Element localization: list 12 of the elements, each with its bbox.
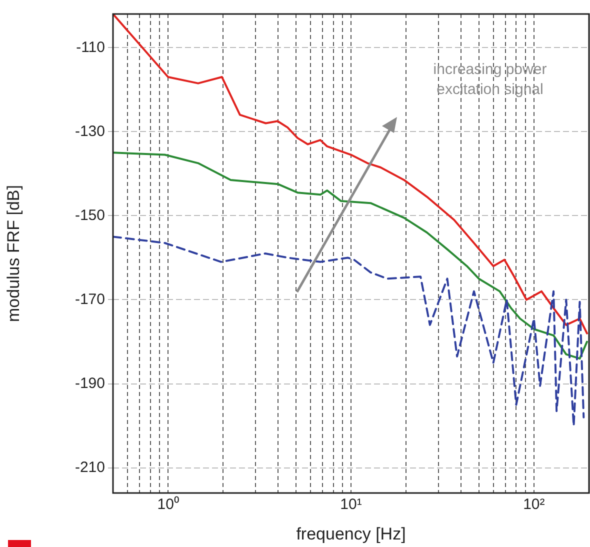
y-tick-label: -110 bbox=[76, 38, 105, 56]
x-tick-label: 10² bbox=[523, 496, 545, 514]
x-axis-title: frequency [Hz] bbox=[296, 524, 406, 544]
annotation: increasing power excitation signal bbox=[432, 60, 548, 100]
x-tick-label: 10¹ bbox=[340, 496, 362, 514]
y-tick-label: -210 bbox=[74, 458, 105, 476]
y-tick-label: -130 bbox=[74, 122, 105, 140]
x-tick-label: 10⁰ bbox=[157, 496, 179, 514]
y-axis-title: modulus FRF [dB] bbox=[4, 185, 23, 322]
y-tick-label: -190 bbox=[74, 374, 105, 392]
y-tick-label: -170 bbox=[74, 290, 105, 308]
y-tick-label: -150 bbox=[74, 206, 105, 224]
